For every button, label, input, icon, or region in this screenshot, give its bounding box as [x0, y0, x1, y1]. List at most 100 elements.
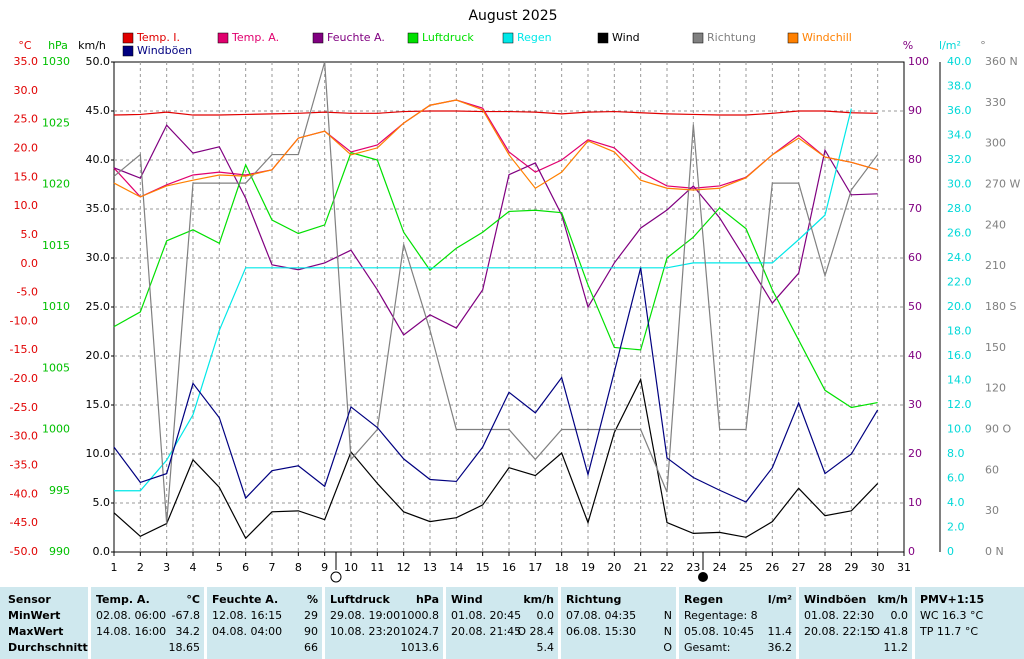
new-moon: [698, 572, 708, 582]
table-cell: 20.08. 22:15: [804, 625, 875, 638]
table-cell: 06.08. 15:30: [566, 625, 637, 638]
legend-label: Windchill: [802, 31, 852, 44]
legend-swatch: [407, 32, 419, 44]
table-cell: 5.4: [536, 641, 555, 654]
y-tick-label: 10.0: [14, 199, 39, 212]
table-cell: 12.08. 16:15: [212, 609, 283, 622]
y-tick-label: 20.0: [947, 300, 972, 313]
series-line: [113, 377, 879, 540]
table-cell: 1013.6: [400, 641, 440, 654]
separator: [204, 587, 207, 659]
table-cell: 0.0: [536, 609, 555, 622]
y-tick-label: 34.0: [947, 129, 972, 142]
x-tick-label: 29: [844, 561, 858, 574]
table-cell: 01.08. 22:30: [804, 609, 875, 622]
x-tick-label: 7: [269, 561, 276, 574]
series-line: [113, 99, 878, 198]
table-cell: Gesamt:: [684, 641, 731, 654]
x-tick-label: 26: [765, 561, 779, 574]
y-tick-label: 26.0: [947, 227, 972, 240]
y-tick-label: 36.0: [947, 104, 972, 117]
separator: [912, 587, 915, 659]
table-cell: 04.08. 04:00: [212, 625, 283, 638]
x-tick-label: 5: [216, 561, 223, 574]
x-tick-label: 14: [449, 561, 463, 574]
table-cell: 01.08. 20:45: [451, 609, 522, 622]
table-cell: 14.08. 16:00: [96, 625, 167, 638]
x-tick-label: 10: [344, 561, 358, 574]
table-cell: 02.08. 06:00: [96, 609, 167, 622]
y-tick-label: 270 W: [985, 178, 1020, 191]
x-tick-label: 11: [370, 561, 384, 574]
header-cell: km/h: [523, 593, 554, 606]
y-tick-label: 1020: [42, 178, 70, 191]
x-tick-label: 3: [163, 561, 170, 574]
legend-swatch: [122, 32, 134, 44]
table-cell: N: [663, 609, 672, 622]
x-tick-label: 20: [607, 561, 621, 574]
y-tick-label: 2.0: [947, 521, 965, 534]
axis-title: °C: [18, 39, 32, 52]
axis-title: °: [980, 39, 986, 52]
x-tick-label: 27: [792, 561, 806, 574]
y-tick-label: -15.0: [10, 343, 38, 356]
summary-table: Sensor MinWert MaxWert Durchschnitt Temp. A.…: [0, 587, 1024, 659]
y-tick-label: -5.0: [17, 286, 38, 299]
axis-title: l/m²: [939, 39, 961, 52]
y-tick-label: 12.0: [947, 398, 972, 411]
separator: [676, 587, 679, 659]
table-cell: 29.08. 19:00: [330, 609, 401, 622]
header-cell: Temp. A.: [96, 593, 150, 606]
y-tick-label: 60: [985, 463, 999, 476]
x-tick-label: 24: [713, 561, 727, 574]
legend-label: Luftdruck: [422, 31, 474, 44]
header-cell: l/m²: [767, 593, 792, 606]
y-tick-label: 32.0: [947, 153, 972, 166]
y-tick-label: 30.0: [947, 178, 972, 191]
table-cell: MaxWert: [8, 625, 64, 638]
x-tick-label: 15: [476, 561, 490, 574]
series-line: [113, 124, 878, 336]
x-tick-label: 13: [423, 561, 437, 574]
x-tick-label: 23: [686, 561, 700, 574]
y-tick-label: 18.0: [947, 325, 972, 338]
y-tick-label: 1000: [42, 423, 70, 436]
table-cell: 20.08. 21:45: [451, 625, 522, 638]
x-tick-label: 25: [739, 561, 753, 574]
y-tick-label: 240: [985, 218, 1006, 231]
y-tick-label: 70: [908, 202, 922, 215]
legend-swatch: [597, 32, 609, 44]
header-cell: km/h: [877, 593, 908, 606]
y-tick-label: 40.0: [86, 153, 111, 166]
y-tick-label: 38.0: [947, 80, 972, 93]
y-tick-label: 100: [908, 55, 929, 68]
x-tick-label: 21: [634, 561, 648, 574]
y-tick-label: 90 O: [985, 423, 1011, 436]
header-cell: Sensor: [8, 593, 51, 606]
table-cell: 36.2: [767, 641, 793, 654]
y-tick-label: 45.0: [86, 104, 111, 117]
y-tick-label: 1005: [42, 361, 70, 374]
y-tick-label: 120: [985, 382, 1006, 395]
x-tick-label: 9: [321, 561, 328, 574]
chart: August 2025 1 2 3 4 5 6 7 8 9 10 11 12 13 14 15 16 17 18 1…: [10, 8, 1020, 583]
y-tick-label: 330: [985, 96, 1006, 109]
y-tick-label: 22.0: [947, 276, 972, 289]
legend-label: Temp. A.: [231, 31, 279, 44]
y-tick-label: 8.0: [947, 447, 965, 460]
header-cell: Feuchte A.: [212, 593, 279, 606]
table-cell: 1000.8: [400, 609, 440, 622]
y-tick-label: 15.0: [86, 398, 111, 411]
header-cell: Richtung: [566, 593, 622, 606]
y-tick-label: 40: [908, 349, 922, 362]
y-tick-label: 1025: [42, 116, 70, 129]
series-line: [113, 151, 878, 409]
series-line: [113, 267, 879, 503]
y-tick-label: 10.0: [86, 447, 111, 460]
y-tick-label: 0: [947, 545, 954, 558]
y-tick-label: 180 S: [985, 300, 1016, 313]
y-tick-label: 1010: [42, 300, 70, 313]
table-cell: Durchschnitt: [8, 641, 88, 654]
y-tick-label: 5.0: [93, 496, 111, 509]
y-tick-label: 210: [985, 259, 1006, 272]
